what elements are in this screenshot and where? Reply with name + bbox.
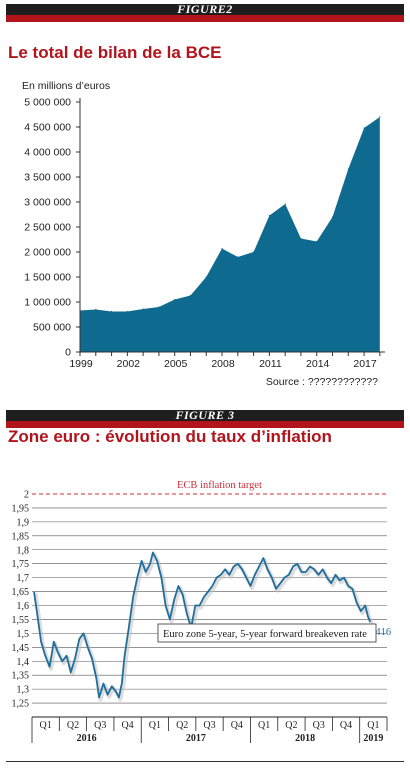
y-tick-label: 1,55 [12, 615, 30, 626]
chart-inflation: 1,25 1,3 1,35 1,4 1,45 1,5 1,55 1,6 1,65 1,7 1,75 1… [0, 470, 410, 760]
y-tick-label: 1 500 000 [24, 272, 71, 284]
y-tick-label: 500 000 [33, 322, 71, 334]
x-tick-label: 2011 [259, 358, 282, 370]
quarter-label: Q2 [67, 720, 79, 731]
y-tick-label: 1,25 [12, 699, 30, 710]
data-point-2002 [126, 310, 128, 313]
y-tick-label: 2 000 000 [24, 247, 71, 259]
y-tick-label: 4 500 000 [24, 122, 71, 134]
data-point-2000 [95, 308, 97, 311]
y-tick-label: 1,95 [12, 503, 30, 514]
y-tick-label: 1,5 [17, 629, 30, 640]
quarter-label: Q1 [40, 720, 52, 731]
data-point-2011 [268, 214, 270, 217]
x-tick-label: 2002 [117, 358, 141, 370]
y-tick-label: 1,7 [17, 573, 30, 584]
year-label: 2017 [186, 733, 206, 744]
series-line [33, 551, 372, 699]
y-tick-label: 1 000 000 [24, 297, 71, 309]
y-tick-label: 1,3 [17, 685, 30, 696]
data-point-2004 [158, 306, 160, 308]
data-point-2003 [142, 308, 144, 310]
y-tick-label: 3 000 000 [24, 197, 71, 209]
chart-bilan-ylabel: En millions d’euros [22, 80, 110, 92]
quarter-label: Q1 [149, 720, 161, 731]
figure3-label: FIGURE 3 [175, 408, 235, 422]
quarter-label: Q2 [176, 720, 188, 731]
data-point-2007 [205, 276, 207, 278]
quarter-label: Q1 [258, 720, 270, 731]
x-tick-label: 2008 [211, 358, 235, 370]
y-tick-label: 5 000 000 [24, 97, 71, 109]
quarter-label: Q3 [313, 720, 325, 731]
data-point-2016 [347, 168, 349, 170]
bottom-rule [6, 761, 404, 762]
data-point-2005 [174, 298, 176, 301]
data-point-2015 [331, 216, 334, 218]
data-point-2018 [379, 116, 381, 118]
quarter-label: Q3 [94, 720, 106, 731]
y-tick-label: 1,75 [12, 559, 30, 570]
y-tick-label: 1,45 [12, 643, 30, 654]
y-tick-label: 1,35 [12, 671, 30, 682]
figure2-title: Le total de bilan de la BCE [8, 43, 222, 62]
y-tick-label: 1,4 [17, 657, 30, 668]
data-point-2017 [363, 127, 365, 129]
y-tick-label: 4 000 000 [24, 147, 71, 159]
quarter-label: Q4 [231, 720, 243, 731]
target-label: ECB inflation target [177, 480, 262, 491]
y-tick-label: 0 [65, 347, 71, 359]
y-tick-label: 2 [24, 490, 29, 501]
quarter-label: Q4 [121, 720, 133, 731]
data-point-2008 [221, 247, 223, 250]
x-tick-label: 2017 [353, 358, 377, 370]
chart-bilan: En millions d’euros Source : ???????????… [0, 72, 410, 400]
quarter-label: Q3 [203, 720, 215, 731]
area-series [80, 117, 380, 352]
figure3-title: Zone euro : évolution du taux d’inflatio… [8, 427, 332, 446]
legend-box [157, 623, 377, 643]
end-value-label: 1,5416 [362, 627, 391, 638]
figure2-header: FIGURE2 [6, 2, 404, 22]
data-point-2006 [189, 294, 192, 297]
chart-bilan-source: Source : ???????????? [266, 376, 378, 388]
figure3-header: FIGURE 3 [6, 408, 404, 428]
y-tick-label: 1,6 [17, 601, 30, 612]
y-tick-label: 1,85 [12, 531, 30, 542]
chart-bilan-svg: En millions d’euros Source : ???????????… [22, 80, 385, 388]
year-label: 2019 [363, 733, 383, 744]
chart-inflation-svg: 1,25 1,3 1,35 1,4 1,45 1,5 1,55 1,6 1,65 1,7 1,75 1… [12, 480, 392, 744]
data-point-2010 [253, 251, 255, 253]
x-tick-label: 2014 [306, 358, 330, 370]
year-label: 2016 [77, 733, 97, 744]
data-point-2014 [316, 240, 318, 243]
data-point-2012 [284, 203, 286, 205]
data-point-2013 [300, 237, 302, 240]
quarter-label: Q2 [285, 720, 297, 731]
y-tick-label: 1,65 [12, 587, 30, 598]
quarter-label: Q4 [340, 720, 352, 731]
x-tick-label: 1999 [69, 358, 93, 370]
y-tick-label: 1,8 [17, 545, 30, 556]
x-tick-label: 2005 [164, 358, 188, 370]
legend-label: Euro zone 5-year, 5-year forward breakev… [163, 629, 367, 640]
y-tick-label: 3 500 000 [24, 172, 71, 184]
year-label: 2018 [295, 733, 315, 744]
y-tick-label: 2 500 000 [24, 222, 71, 234]
figure2-label: FIGURE2 [177, 2, 233, 16]
data-point-2009 [237, 256, 239, 258]
data-point-2001 [111, 310, 113, 313]
y-tick-label: 1,9 [17, 517, 30, 528]
quarter-label: Q1 [367, 720, 379, 731]
